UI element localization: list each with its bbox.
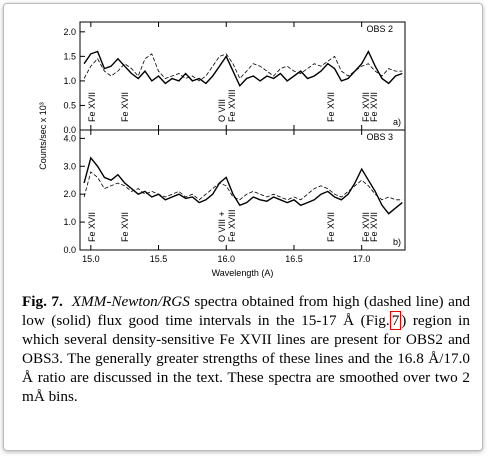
line-label: O VIII: [217, 99, 227, 122]
line-label: Fe XVII: [361, 92, 371, 122]
caption: Fig. 7. XMM-Newton/RGS spectra obtained …: [22, 292, 470, 406]
line-label: Fe XVII: [120, 92, 130, 122]
y-tick-label: 0.0: [63, 125, 76, 135]
x-tick-label: 17.0: [353, 254, 371, 264]
panel-title: OBS 3: [366, 132, 393, 142]
spectrum-line: [83, 49, 403, 88]
x-tick-label: 15.0: [82, 254, 100, 264]
x-tick-label: 16.5: [285, 254, 303, 264]
y-tick-label: 3.0: [63, 161, 76, 171]
line-label: Fe XVII: [369, 92, 379, 122]
figure-ref[interactable]: 7: [389, 311, 402, 330]
caption-text: spectra obtained from high (dashed line)…: [22, 293, 471, 329]
plot-frame: [79, 129, 406, 251]
panel-letter: a): [393, 117, 401, 127]
y-tick-label: 4.0: [63, 133, 76, 143]
y-tick-label: 2.0: [63, 27, 76, 37]
x-tick-label: 16.0: [217, 254, 235, 264]
line-label: Fe XVII: [326, 92, 336, 122]
y-axis-label: Counts/sec x 10³: [38, 102, 48, 170]
y-tick-label: 1.5: [63, 51, 76, 61]
line-label: Fe XVII: [120, 212, 130, 242]
y-tick-label: 0.5: [63, 100, 76, 110]
line-label: Fe XVII: [87, 212, 97, 242]
y-tick-label: 2.0: [63, 189, 76, 199]
line-label: Fe XVII: [326, 212, 336, 242]
line-label: Fe XVIII: [227, 209, 237, 242]
line-label: Fe XVII: [87, 92, 97, 122]
frame: [3, 3, 483, 451]
line-label: O VIII +: [217, 211, 227, 242]
y-tick-label: 1.0: [63, 217, 76, 227]
caption-italic: XMM-Newton/RGS: [71, 293, 190, 310]
panel-title: OBS 2: [366, 24, 393, 34]
line-label: Fe XVII: [369, 212, 379, 242]
spectrum-line: [83, 156, 403, 215]
caption-text: ) region in which several density-sensit…: [22, 312, 470, 405]
x-tick-label: 15.5: [150, 254, 168, 264]
figure: 0.00.51.01.52.0 OBS 2a)Fe XVII Fe XVII O VI…: [38, 21, 406, 278]
panel-letter: b): [393, 237, 401, 247]
spectrum-line: [83, 171, 403, 201]
caption-label: Fig. 7.: [22, 293, 63, 310]
line-label: Fe XVIII: [227, 89, 237, 122]
line-label: Fe XVII: [361, 212, 371, 242]
y-tick-label: 0.0: [63, 245, 76, 255]
x-axis-label: Wavelength (A): [212, 268, 274, 278]
y-tick-label: 1.0: [63, 76, 76, 86]
spectrum-line: [83, 53, 403, 82]
